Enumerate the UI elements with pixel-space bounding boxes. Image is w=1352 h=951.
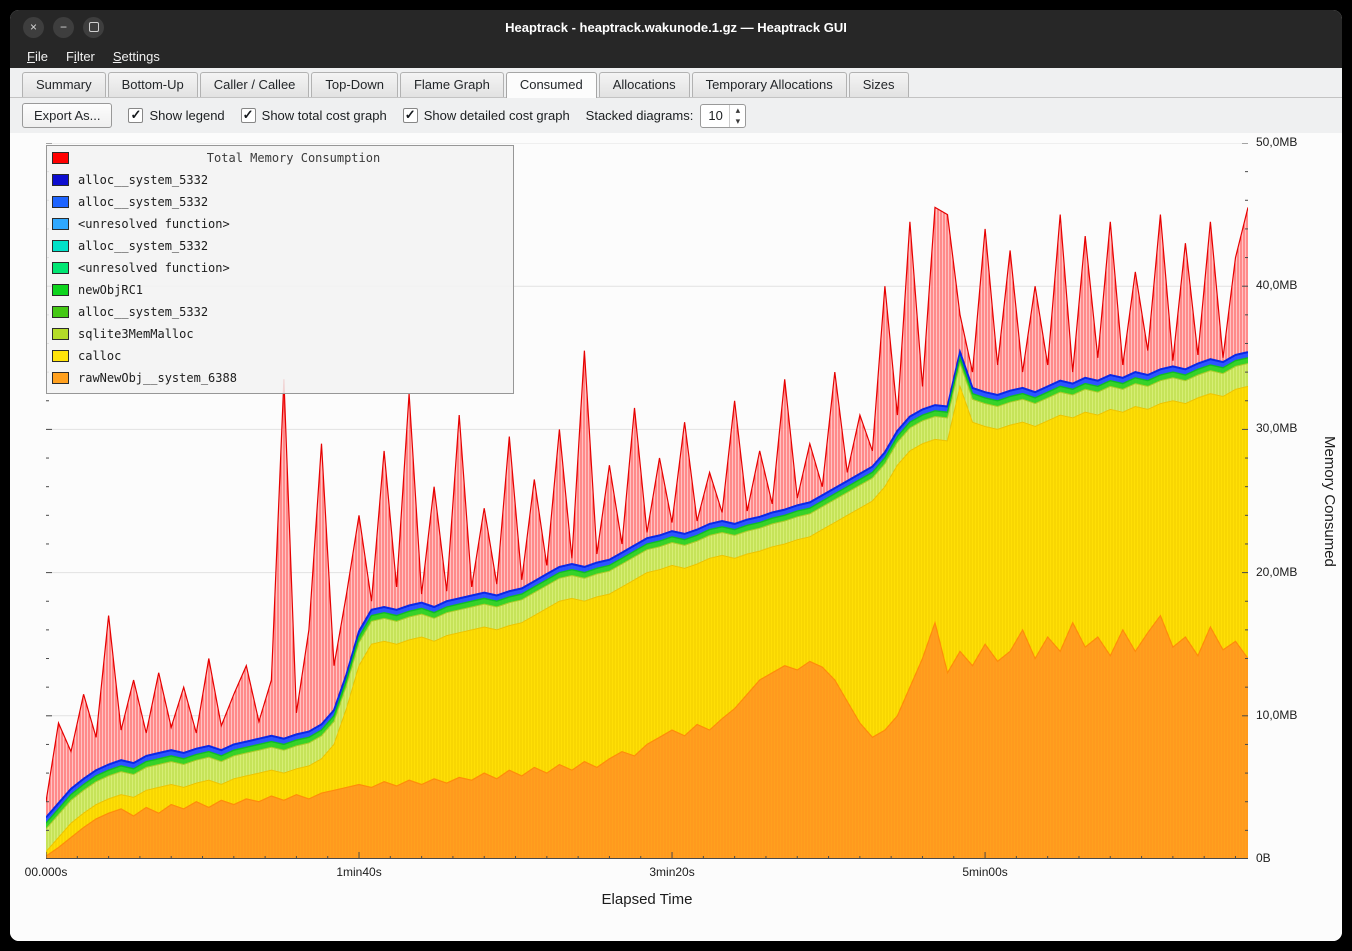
legend-item: alloc__system_5332 xyxy=(50,169,509,191)
titlebar[interactable]: × − Heaptrack - heaptrack.wakunode.1.gz … xyxy=(10,10,1342,44)
legend-item: calloc xyxy=(50,345,509,367)
legend-swatch xyxy=(52,174,69,186)
legend-item: alloc__system_5332 xyxy=(50,301,509,323)
legend-item: alloc__system_5332 xyxy=(50,235,509,257)
menubar: File Filter Settings xyxy=(10,44,1342,68)
show-detailed-cost-graph-checkbox[interactable]: Show detailed cost graph xyxy=(402,107,570,123)
menu-filter[interactable]: Filter xyxy=(65,48,95,64)
close-icon: × xyxy=(29,20,37,34)
stepper-up-icon[interactable]: ▴ xyxy=(735,104,741,115)
legend-item-label: <unresolved function> xyxy=(78,261,230,275)
x-axis-title: Elapsed Time xyxy=(601,891,693,908)
series-area-rawnewobj-system-6388 xyxy=(46,615,1248,859)
checkbox-label: Show total cost graph xyxy=(261,108,387,123)
tab-flame-graph[interactable]: Flame Graph xyxy=(399,72,504,97)
minimize-button[interactable]: − xyxy=(53,16,74,38)
y-axis-title: Memory Consumed xyxy=(1321,435,1338,567)
legend-item: rawNewObj__system_6388 xyxy=(50,367,509,389)
legend-item-label: sqlite3MemMalloc xyxy=(78,327,194,341)
legend-title-swatch xyxy=(52,152,69,164)
legend-item: <unresolved function> xyxy=(50,213,509,235)
plot-region[interactable]: Total Memory Consumption alloc__system_53… xyxy=(46,143,1248,859)
chart-legend: Total Memory Consumption alloc__system_53… xyxy=(46,145,514,394)
y-tick-label: 30,0MB xyxy=(1256,421,1298,436)
checkbox-icon xyxy=(128,107,144,123)
legend-swatch xyxy=(52,284,69,296)
x-tick-label: 00.000s xyxy=(24,865,68,879)
y-tick-label: 20,0MB xyxy=(1256,564,1298,579)
legend-item: <unresolved function> xyxy=(50,257,509,279)
show-total-cost-graph-checkbox[interactable]: Show total cost graph xyxy=(240,107,387,123)
stacked-diagrams-group: Stacked diagrams: 10 ▴ ▾ xyxy=(585,103,747,128)
legend-item: sqlite3MemMalloc xyxy=(50,323,509,345)
legend-swatch xyxy=(52,196,69,208)
tab-temporary-allocations[interactable]: Temporary Allocations xyxy=(691,72,847,97)
chart-area: Total Memory Consumption alloc__system_53… xyxy=(10,133,1342,941)
legend-item-label: newObjRC1 xyxy=(78,283,144,297)
legend-item: newObjRC1 xyxy=(50,279,509,301)
menu-settings[interactable]: Settings xyxy=(112,48,160,64)
minimize-icon: − xyxy=(59,20,67,34)
legend-item-label: alloc__system_5332 xyxy=(78,195,209,209)
checkbox-icon xyxy=(402,107,418,123)
x-tick-label: 3min20s xyxy=(649,865,695,879)
export-as-button[interactable]: Export As... xyxy=(22,103,113,128)
toolbar: Export As... Show legend Show total cost … xyxy=(10,98,1342,133)
x-tick-label: 1min40s xyxy=(336,865,382,879)
legend-swatch xyxy=(52,372,69,384)
show-legend-checkbox[interactable]: Show legend xyxy=(128,107,225,123)
stacked-diagrams-spinbox[interactable]: 10 ▴ ▾ xyxy=(700,103,747,128)
close-button[interactable]: × xyxy=(23,16,44,38)
legend-swatch xyxy=(52,306,69,318)
maximize-button[interactable] xyxy=(83,16,104,38)
menu-file[interactable]: File xyxy=(27,48,48,64)
tab-bottom-up[interactable]: Bottom-Up xyxy=(107,72,198,97)
y-tick-label: 40,0MB xyxy=(1256,278,1298,293)
maximize-icon xyxy=(88,22,99,32)
tab-consumed[interactable]: Consumed xyxy=(505,72,597,98)
legend-item-label: alloc__system_5332 xyxy=(78,305,209,319)
x-tick-label: 5min00s xyxy=(962,865,1008,879)
checkbox-icon xyxy=(240,107,256,123)
checkbox-label: Show detailed cost graph xyxy=(423,108,570,123)
tab-caller-callee[interactable]: Caller / Callee xyxy=(199,72,310,97)
legend-item-label: alloc__system_5332 xyxy=(78,173,209,187)
y-tick-label: 50,0MB xyxy=(1256,135,1298,149)
legend-swatch xyxy=(52,350,69,362)
spinbox-arrows: ▴ ▾ xyxy=(729,104,745,127)
legend-title-row: Total Memory Consumption xyxy=(50,147,509,169)
stacked-diagrams-label: Stacked diagrams: xyxy=(585,108,694,123)
legend-swatch xyxy=(52,328,69,340)
legend-item-label: rawNewObj__system_6388 xyxy=(78,371,237,385)
legend-item: alloc__system_5332 xyxy=(50,191,509,213)
legend-item-label: calloc xyxy=(78,349,122,363)
heaptrack-window: × − Heaptrack - heaptrack.wakunode.1.gz … xyxy=(10,10,1342,941)
legend-item-label: <unresolved function> xyxy=(78,217,230,231)
stepper-down-icon[interactable]: ▾ xyxy=(735,115,741,126)
tabbar: Summary Bottom-Up Caller / Callee Top-Down F… xyxy=(10,68,1342,98)
stacked-diagrams-value[interactable]: 10 xyxy=(708,108,723,123)
y-tick-label: 10,0MB xyxy=(1256,707,1298,722)
memory-consumption-chart[interactable] xyxy=(46,143,1248,859)
legend-swatch xyxy=(52,218,69,230)
tab-top-down[interactable]: Top-Down xyxy=(311,72,398,97)
window-controls: × − xyxy=(23,10,104,44)
y-tick-label: 0B xyxy=(1256,851,1271,865)
checkbox-group: Show legend Show total cost graph Show det… xyxy=(128,107,570,123)
legend-swatch xyxy=(52,262,69,274)
window-title: Heaptrack - heaptrack.wakunode.1.gz — He… xyxy=(505,19,847,35)
legend-item-label: alloc__system_5332 xyxy=(78,239,209,253)
legend-title: Total Memory Consumption xyxy=(206,151,381,165)
tab-summary[interactable]: Summary xyxy=(22,72,106,97)
legend-swatch xyxy=(52,240,69,252)
tab-allocations[interactable]: Allocations xyxy=(598,72,690,97)
checkbox-label: Show legend xyxy=(149,108,225,123)
tab-sizes[interactable]: Sizes xyxy=(848,72,909,97)
